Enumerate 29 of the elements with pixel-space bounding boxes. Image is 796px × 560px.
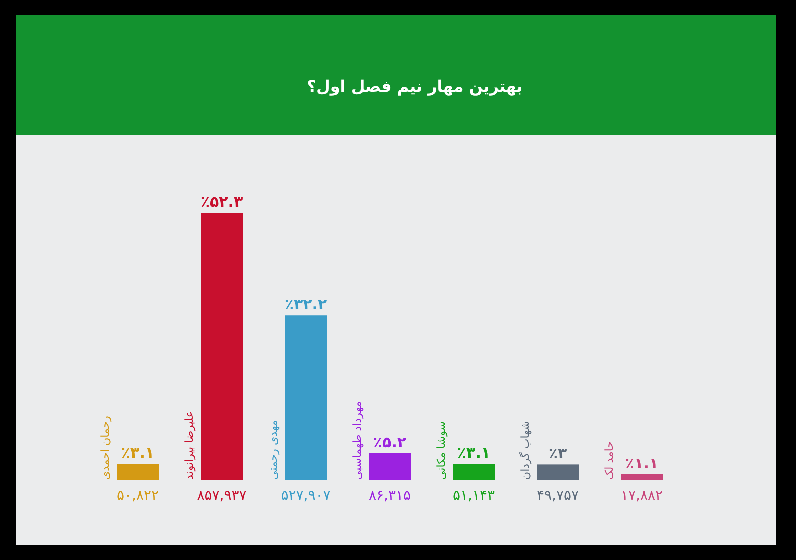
x-tick-label: مهدی رحمتی (267, 420, 280, 480)
bar (201, 213, 243, 480)
x-tick-label: علیرضا بیرانوند (183, 411, 196, 480)
data-label: ٪۳۲.۲ (284, 296, 328, 314)
data-label: ٪۱.۱ (625, 454, 659, 472)
x-tick-label: مهرداد طهماسبی (351, 401, 364, 480)
x-tick-label: حامد لک (603, 441, 616, 480)
data-label: ٪۵.۲ (373, 433, 407, 452)
data-label: ٪۳.۱ (121, 444, 155, 462)
data-label: ٪۳.۱ (457, 444, 491, 462)
bar (453, 464, 495, 480)
bar (117, 464, 159, 480)
text: ۴۹,۷۵۷ (536, 488, 580, 504)
text: ۵۰,۸۲۲ (116, 488, 160, 504)
x-tick-label: رحمان احمدی (99, 416, 112, 480)
text: ۸۵۷,۹۳۷ (197, 488, 248, 504)
text: ۵۲۷,۹۰۷ (281, 488, 332, 504)
bar (621, 474, 663, 480)
text: ۸۶,۳۱۵ (368, 488, 412, 504)
x-tick-label: سوشا مکانی (435, 421, 448, 480)
x-tick-label: شهاب گردان (519, 421, 532, 480)
text: ۵۱,۱۴۳ (452, 488, 496, 504)
chart-title: بهترین مهار نیم فصل اول؟ (307, 77, 523, 96)
data-label: ٪۳ (548, 444, 568, 463)
data-label: ٪۵۲.۳ (200, 193, 244, 211)
text: ۱۷,۸۸۲ (620, 488, 664, 504)
bar (537, 464, 579, 480)
bar (369, 453, 411, 480)
bar (285, 316, 327, 480)
